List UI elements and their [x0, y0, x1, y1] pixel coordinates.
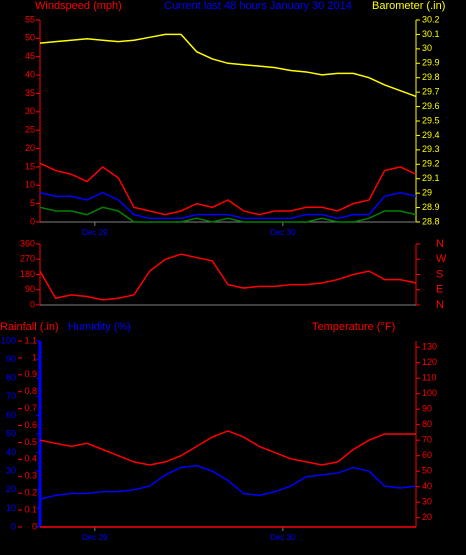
- y-tick-label: 0.8: [24, 386, 37, 396]
- series-line: [39, 430, 416, 466]
- y-tick-label: 180: [20, 269, 35, 279]
- y-tick-label: 29.2: [422, 159, 440, 169]
- y-tick-label: 90: [6, 354, 16, 364]
- y-tick-label: 10: [25, 180, 35, 190]
- y-tick-label: 360: [20, 238, 35, 248]
- y-tick-label: 28.8: [422, 216, 440, 226]
- y-tick-label: 10: [6, 503, 16, 513]
- y-tick-label: 20: [6, 484, 16, 494]
- chart-title: Current last 48 hours January 30 2014: [164, 0, 352, 12]
- y-tick-label: S: [436, 268, 443, 280]
- y-tick-label: 40: [25, 69, 35, 79]
- y-tick-label: 45: [25, 51, 35, 61]
- y-tick-label: 1.1: [24, 335, 37, 345]
- y-tick-label: 0.9: [24, 369, 37, 379]
- y-tick-label: 40: [6, 447, 16, 457]
- y-tick-label: 28.9: [422, 202, 440, 212]
- y-tick-label: 20: [422, 512, 432, 522]
- y-tick-label: 30: [422, 497, 432, 507]
- y-tick-label: 1: [32, 352, 37, 362]
- y-tick-label: 80: [6, 373, 16, 383]
- y-tick-label: 5: [30, 198, 35, 208]
- y-tick-label: 0: [32, 521, 37, 531]
- y-tick-label: 29.3: [422, 144, 440, 154]
- y-label: Humidity (%): [68, 321, 131, 333]
- y-tick-label: 15: [25, 161, 35, 171]
- y-tick-label: 29: [422, 188, 432, 198]
- y-tick-label: 35: [25, 88, 35, 98]
- y-tick-label: 29.6: [422, 101, 440, 111]
- y-tick-label: 50: [6, 428, 16, 438]
- y2-label: Barometer (.in): [372, 0, 445, 12]
- y-tick-label: 110: [422, 373, 436, 383]
- y-tick-label: 0: [30, 299, 35, 309]
- y-tick-label: 29.8: [422, 72, 440, 82]
- y-tick-label: 70: [6, 391, 16, 401]
- y-tick-label: 60: [422, 450, 432, 460]
- y-tick-label: 80: [422, 419, 432, 429]
- y-tick-label: 0.3: [24, 471, 37, 481]
- y-tick-label: 0.1: [24, 504, 37, 514]
- x-tick-label: Dec 30: [270, 533, 296, 542]
- y-tick-label: 29.9: [422, 58, 440, 68]
- y-tick-label: 30.1: [422, 29, 440, 39]
- y-tick-label: 50: [25, 33, 35, 43]
- y-tick-label: 100: [422, 388, 437, 398]
- y-tick-label: N: [436, 238, 444, 250]
- y-label: Windspeed (mph): [35, 0, 122, 12]
- y-tick-label: 29.1: [422, 173, 440, 183]
- y-tick-label: E: [436, 284, 443, 296]
- y-tick-label: 90: [25, 284, 35, 294]
- y-tick-label: 29.5: [422, 115, 440, 125]
- y2-label: Temperature (°F): [312, 321, 395, 333]
- y-tick-label: 0: [30, 216, 35, 226]
- series-line: [39, 253, 417, 301]
- x-tick-label: Dec 29: [82, 533, 108, 542]
- y-tick-label: 29.4: [422, 130, 440, 140]
- y-tick-label: 270: [20, 254, 35, 264]
- y-tick-label: 0.5: [24, 437, 37, 447]
- y-tick-label: 55: [25, 14, 35, 24]
- series-line: [39, 33, 417, 98]
- series-line: [39, 206, 417, 223]
- series-line: [39, 464, 417, 500]
- y-tick-label: 30: [6, 466, 16, 476]
- y-tick-label: 40: [422, 481, 432, 491]
- y-tick-label: 29.7: [422, 87, 440, 97]
- y-tick-label: 30.2: [422, 14, 440, 24]
- y-tick-label: 50: [422, 466, 432, 476]
- x-tick-label: Dec 29: [82, 228, 108, 237]
- y-tick-label: 0: [11, 521, 16, 531]
- y-tick-label: 130: [422, 342, 437, 352]
- series-line: [39, 191, 417, 220]
- x-tick-label: Dec 30: [270, 228, 296, 237]
- y-tick-label: 100: [1, 335, 16, 345]
- y-tick-label: 25: [25, 125, 35, 135]
- y-tick-label: 70: [422, 435, 432, 445]
- y-tick-label: N: [436, 299, 444, 311]
- series-line: [39, 162, 417, 216]
- y-tick-label: 20: [25, 143, 35, 153]
- y-tick-label: 0.7: [24, 403, 37, 413]
- y-tick-label: 30: [422, 43, 432, 53]
- y3-label: Rainfall (.in): [0, 321, 59, 333]
- y-tick-label: W: [436, 253, 447, 265]
- y-tick-label: 30: [25, 106, 35, 116]
- y-tick-label: 120: [422, 357, 437, 367]
- y-tick-label: 60: [6, 410, 16, 420]
- y-tick-label: 0.2: [24, 488, 37, 498]
- y-tick-label: 0.4: [24, 454, 37, 464]
- y-tick-label: 0.6: [24, 420, 37, 430]
- y-tick-label: 90: [422, 404, 432, 414]
